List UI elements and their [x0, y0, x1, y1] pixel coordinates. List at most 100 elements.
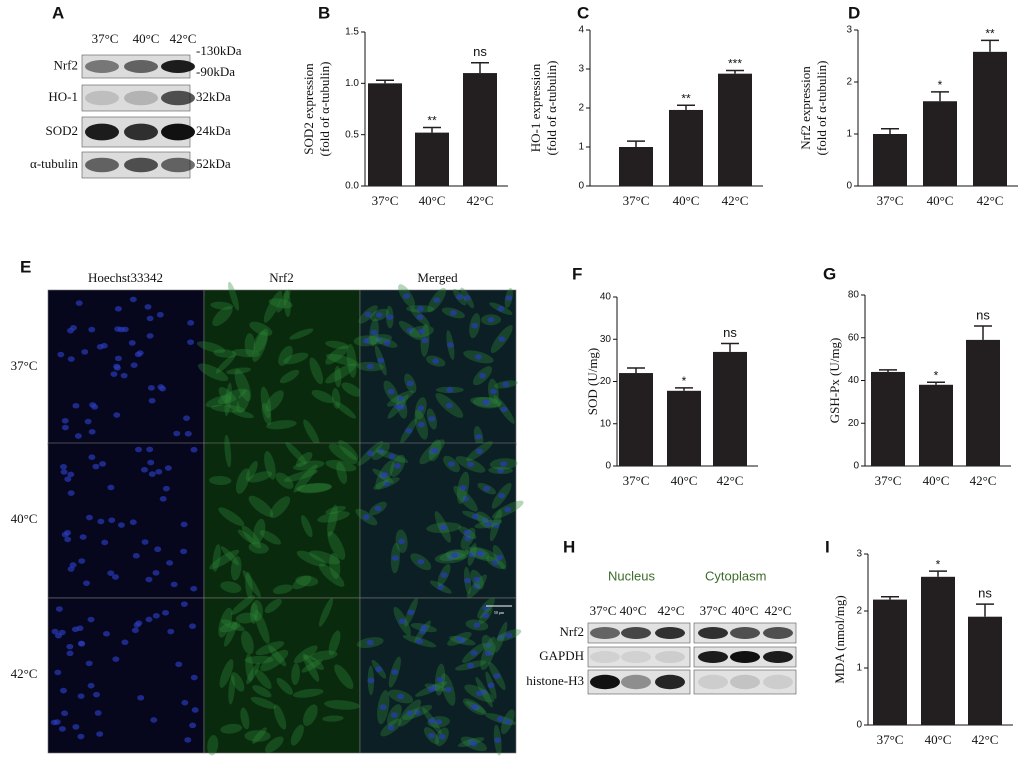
nucleus [473, 583, 481, 590]
nucleus [366, 450, 374, 457]
blot-band [621, 674, 651, 690]
nucleus [187, 339, 195, 345]
nucleus [470, 741, 478, 747]
nucleus [394, 463, 402, 469]
nucleus [180, 521, 188, 528]
x-tick-label: 40°C [925, 732, 952, 747]
cell [244, 730, 271, 742]
cell [221, 619, 245, 632]
nucleus [428, 732, 436, 739]
nucleus [74, 433, 82, 439]
y-tick-label: 30 [600, 334, 612, 345]
cell [292, 688, 324, 698]
cell [226, 367, 252, 375]
nucleus [154, 546, 162, 553]
nucleus [494, 737, 502, 743]
nucleus [77, 640, 85, 647]
nucleus [120, 372, 128, 379]
nucleus [470, 650, 478, 656]
nucleus [418, 328, 426, 335]
lane-label: 37°C [700, 603, 727, 618]
nucleus [497, 467, 505, 474]
cell [230, 672, 245, 692]
nucleus [481, 517, 489, 523]
cell [228, 281, 239, 311]
nucleus [147, 385, 155, 391]
y-tick-label: 1 [846, 129, 852, 140]
cell [291, 663, 300, 686]
cell [275, 472, 294, 489]
cell [210, 301, 234, 310]
y-tick-label: 1.0 [345, 78, 359, 89]
nucleus [96, 343, 104, 350]
cell [254, 669, 272, 689]
nucleus [482, 612, 490, 619]
nucleus [467, 662, 475, 669]
cell [328, 630, 341, 656]
nucleus [113, 412, 121, 418]
cell [290, 724, 304, 746]
nucleus [64, 536, 72, 543]
panel-letter: B [318, 3, 330, 22]
nucleus [383, 339, 391, 346]
cell [246, 662, 260, 685]
nucleus [132, 552, 140, 559]
nucleus [455, 636, 463, 642]
nucleus [420, 624, 428, 631]
cell [228, 675, 235, 705]
nucleus [61, 710, 69, 717]
panel-letter: H [563, 537, 575, 556]
significance: ** [427, 114, 437, 128]
y-tick-label: 0.5 [345, 129, 359, 140]
cell [285, 441, 307, 465]
cell [253, 518, 266, 544]
nucleus [189, 722, 197, 729]
bar [669, 109, 703, 186]
nucleus [493, 673, 501, 679]
y-tick-label: 60 [848, 332, 860, 343]
cell [207, 734, 219, 756]
row-label: Nrf2 [559, 624, 584, 639]
y-axis-label: (fold of α-tubulin) [317, 62, 332, 157]
nucleus [397, 693, 405, 700]
cell [252, 727, 267, 744]
nucleus [370, 329, 378, 336]
y-tick-label: 80 [848, 290, 860, 301]
nucleus [367, 677, 375, 684]
cell [293, 460, 325, 471]
x-tick-label: 37°C [623, 193, 650, 208]
y-axis-label: HO-1 expression [528, 63, 543, 152]
cell [218, 607, 233, 638]
cell [237, 529, 256, 545]
significance: ** [681, 91, 691, 105]
x-tick-label: 42°C [977, 193, 1004, 208]
bar [619, 147, 653, 186]
micrograph [203, 442, 361, 599]
y-axis-label: (fold of α-tubulin) [544, 61, 559, 156]
y-tick-label: 0.0 [345, 181, 359, 192]
nucleus [471, 322, 479, 329]
nucleus [364, 311, 372, 318]
nucleus [57, 351, 65, 358]
y-tick-label: 4 [578, 25, 584, 36]
nucleus [61, 417, 69, 424]
nucleus [497, 305, 505, 312]
nucleus [145, 576, 153, 583]
nucleus [403, 293, 411, 299]
nucleus [498, 336, 506, 342]
nucleus [89, 402, 97, 408]
nucleus [474, 354, 482, 360]
y-tick-label: 2 [856, 606, 862, 617]
cell [235, 612, 257, 624]
size-label: -90kDa [196, 64, 235, 79]
significance: ns [976, 307, 990, 322]
x-tick-label: 37°C [623, 473, 650, 488]
nucleus [375, 336, 383, 343]
cell [220, 581, 242, 593]
cell [212, 544, 221, 572]
blot-band [85, 157, 119, 173]
lane-label: 42°C [170, 31, 197, 46]
nucleus [146, 315, 154, 322]
nucleus [128, 340, 136, 346]
nucleus [121, 639, 129, 646]
